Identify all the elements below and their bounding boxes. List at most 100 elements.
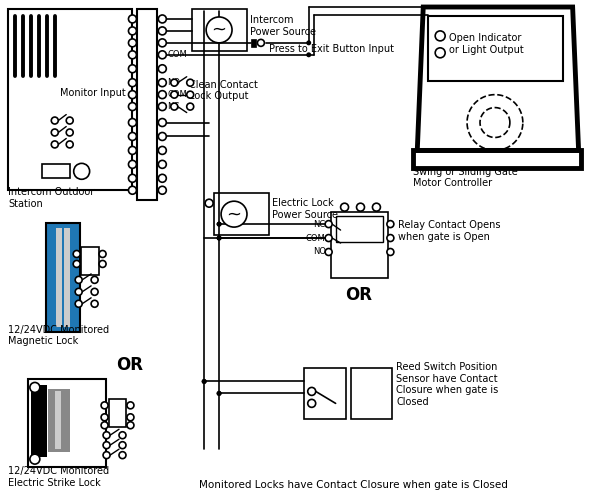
Circle shape [159, 39, 166, 47]
Circle shape [51, 129, 58, 136]
Circle shape [387, 248, 394, 256]
Bar [192, 9, 247, 51]
Circle shape [387, 234, 394, 242]
Circle shape [119, 442, 126, 448]
Circle shape [159, 90, 166, 98]
Text: 12/24VDC Monitored
Electric Strike Lock: 12/24VDC Monitored Electric Strike Lock [8, 466, 109, 488]
Bar [336, 216, 383, 242]
Bar [8, 9, 132, 190]
Bar [138, 9, 157, 200]
Circle shape [159, 160, 166, 168]
Circle shape [387, 220, 394, 228]
Bar [64, 228, 70, 326]
Circle shape [129, 160, 136, 168]
Circle shape [101, 422, 108, 429]
Text: NO: NO [167, 78, 181, 87]
Circle shape [129, 15, 136, 23]
Text: NC: NC [167, 102, 179, 111]
Circle shape [171, 103, 178, 110]
Circle shape [159, 174, 166, 182]
Circle shape [129, 90, 136, 98]
Bar [413, 150, 581, 168]
Bar [304, 368, 346, 420]
Circle shape [99, 250, 106, 258]
Circle shape [325, 248, 332, 256]
Circle shape [159, 132, 166, 140]
Circle shape [159, 186, 166, 194]
Circle shape [119, 452, 126, 458]
Bar [48, 225, 77, 330]
Circle shape [119, 432, 126, 438]
Circle shape [216, 391, 222, 396]
Circle shape [171, 79, 178, 86]
Circle shape [216, 391, 222, 396]
Bar [28, 380, 105, 467]
Circle shape [257, 40, 265, 46]
Circle shape [99, 260, 106, 268]
Circle shape [103, 432, 110, 438]
Circle shape [129, 132, 136, 140]
Circle shape [127, 402, 134, 409]
Bar [42, 164, 70, 178]
Circle shape [75, 288, 82, 296]
Bar [108, 400, 126, 427]
Circle shape [216, 222, 222, 226]
Circle shape [216, 236, 222, 240]
Text: OR: OR [116, 356, 143, 374]
Circle shape [129, 174, 136, 182]
Circle shape [103, 442, 110, 448]
Circle shape [51, 117, 58, 124]
Bar [31, 386, 47, 457]
Bar [428, 16, 563, 80]
Text: Electric Lock
Power Source: Electric Lock Power Source [272, 198, 338, 220]
Bar [251, 39, 256, 47]
Text: Press to Exit Button Input: Press to Exit Button Input [269, 44, 394, 54]
Text: Swing or Sliding Gate
Motor Controller: Swing or Sliding Gate Motor Controller [413, 166, 518, 188]
Circle shape [129, 118, 136, 126]
Circle shape [325, 234, 332, 242]
Circle shape [216, 222, 222, 226]
Text: COM: COM [167, 90, 187, 99]
Text: Monitor Input: Monitor Input [60, 88, 126, 98]
Bar [350, 368, 392, 420]
Circle shape [101, 414, 108, 421]
Circle shape [159, 146, 166, 154]
Circle shape [159, 65, 166, 72]
Circle shape [91, 300, 98, 308]
Circle shape [101, 402, 108, 409]
Bar [46, 223, 80, 332]
Bar [48, 390, 70, 452]
Circle shape [66, 129, 73, 136]
Circle shape [306, 52, 311, 58]
Text: COM: COM [167, 50, 187, 59]
Circle shape [66, 117, 73, 124]
Text: ~: ~ [226, 205, 241, 223]
Circle shape [103, 452, 110, 458]
Circle shape [73, 260, 80, 268]
Circle shape [129, 51, 136, 59]
Text: Intercom Outdoor
Station: Intercom Outdoor Station [8, 188, 94, 209]
Circle shape [201, 379, 207, 384]
Text: Open Indicator
or Light Output: Open Indicator or Light Output [449, 33, 524, 54]
Circle shape [129, 78, 136, 86]
Circle shape [30, 382, 40, 392]
Text: ~: ~ [212, 21, 226, 39]
Circle shape [66, 141, 73, 148]
Circle shape [216, 236, 222, 240]
Circle shape [91, 276, 98, 283]
Bar [56, 228, 62, 326]
Bar [55, 392, 61, 449]
Circle shape [74, 164, 89, 180]
Circle shape [129, 39, 136, 47]
Circle shape [206, 17, 232, 43]
Circle shape [340, 203, 349, 211]
Circle shape [127, 422, 134, 429]
Circle shape [308, 388, 316, 396]
Circle shape [127, 414, 134, 421]
Circle shape [159, 78, 166, 86]
Circle shape [30, 454, 40, 464]
Circle shape [306, 40, 311, 46]
Text: NO: NO [313, 248, 325, 256]
Bar [331, 212, 389, 278]
Circle shape [159, 51, 166, 59]
